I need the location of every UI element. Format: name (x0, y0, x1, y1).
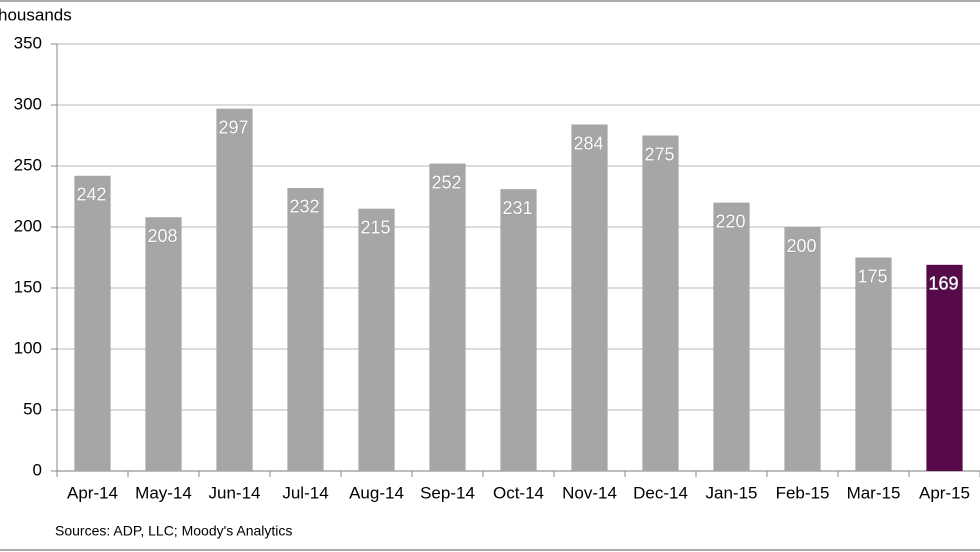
y-tick-label: 100 (14, 338, 42, 357)
value-label: 208 (147, 226, 177, 246)
x-tick-label: Mar-15 (847, 483, 901, 502)
bar (74, 175, 111, 471)
y-tick-label: 150 (14, 277, 42, 296)
value-label: 220 (715, 211, 745, 231)
x-tick-label: Feb-15 (776, 483, 830, 502)
bar (713, 202, 750, 471)
y-tick-label: 50 (23, 399, 42, 418)
x-tick-label: Jan-15 (706, 483, 758, 502)
x-tick-label: Sep-14 (420, 483, 475, 502)
bar (500, 189, 537, 471)
x-tick-label: Dec-14 (633, 483, 688, 502)
value-label: 215 (360, 217, 390, 237)
x-tick-label: May-14 (135, 483, 192, 502)
x-tick-label: Jun-14 (209, 483, 261, 502)
y-tick-label: 350 (14, 33, 42, 52)
value-label: 175 (857, 266, 887, 286)
bar (358, 208, 395, 471)
x-tick-label: Jul-14 (282, 483, 328, 502)
value-label: 252 (431, 172, 461, 192)
x-tick-label: Oct-14 (493, 483, 544, 502)
source-note: Sources: ADP, LLC; Moody's Analytics (55, 523, 292, 539)
y-axis-title: housands (0, 5, 72, 24)
bar (855, 257, 892, 471)
x-tick-label: Apr-15 (919, 483, 970, 502)
value-label: 231 (502, 198, 532, 218)
x-tick-label: Nov-14 (562, 483, 617, 502)
x-tick-label: Apr-14 (67, 483, 118, 502)
y-tick-label: 300 (14, 94, 42, 113)
value-label: 200 (786, 236, 816, 256)
value-label: 275 (644, 144, 674, 164)
y-tick-label: 200 (14, 216, 42, 235)
value-label: 232 (289, 197, 319, 217)
bar (145, 217, 182, 471)
value-label: 297 (218, 117, 248, 137)
bar (784, 227, 821, 471)
bar (571, 124, 608, 472)
value-label: 242 (76, 185, 106, 205)
bar (642, 135, 679, 471)
y-tick-label: 0 (33, 460, 42, 479)
bar (429, 163, 466, 471)
value-label: 169 (928, 274, 958, 294)
bar (287, 187, 324, 471)
bar (216, 108, 253, 471)
y-tick-label: 250 (14, 155, 42, 174)
bar (926, 264, 963, 471)
value-label: 284 (573, 133, 603, 153)
x-tick-label: Aug-14 (349, 483, 404, 502)
